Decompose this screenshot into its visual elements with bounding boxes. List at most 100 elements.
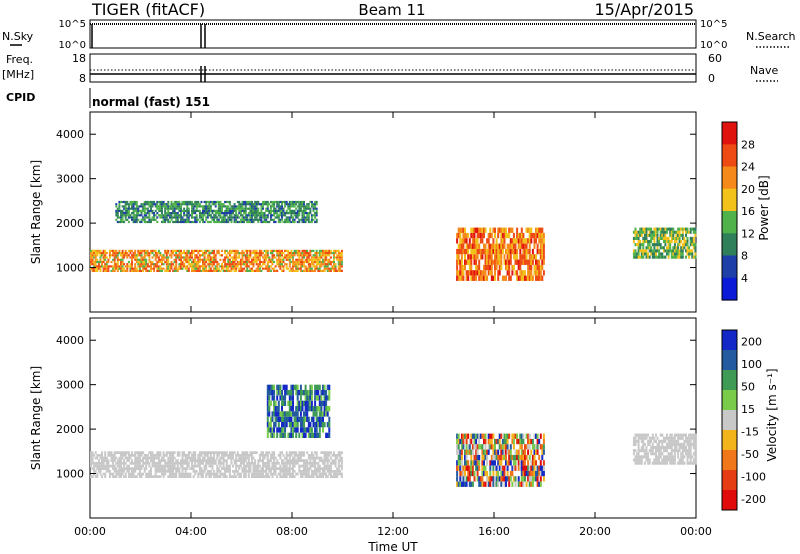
heatmap-cell [172,464,175,468]
heatmap-cell [691,236,694,240]
heatmap-cell [460,470,463,477]
heatmap-cell [216,454,219,457]
heatmap-cell [254,475,257,478]
heatmap-cell [255,207,258,210]
heatmap-cell [123,207,126,210]
heatmap-cell [168,462,171,465]
heatmap-cell [252,218,255,221]
heatmap-cell [208,205,211,208]
heatmap-cell [232,456,234,460]
heatmap-cell [154,249,157,252]
heatmap-cell [265,267,268,270]
power-colorbar-label: Power [dB] [757,175,771,240]
heatmap-cell [99,454,102,457]
heatmap-cell [462,481,465,487]
heatmap-cell [110,464,113,468]
heatmap-cell [214,214,217,217]
heatmap-cell [323,462,326,465]
heatmap-cell [661,461,664,465]
heatmap-cell [247,459,250,462]
heatmap-cell [192,260,195,264]
heatmap-cell [318,395,321,401]
heatmap-cell [340,269,343,272]
heatmap-cell [93,269,96,272]
heatmap-cell [148,218,151,221]
heatmap-cell [271,467,274,470]
heatmap-cell [457,438,460,445]
heatmap-cell [462,238,465,244]
heatmap-cell [161,269,163,272]
heatmap-cell [495,248,498,255]
heatmap-cell [140,475,143,478]
heatmap-cell [235,218,238,221]
heatmap-cell [161,459,163,462]
heatmap-cell [642,446,645,450]
heatmap-cell [301,212,304,215]
heatmap-cell [137,451,140,454]
heatmap-cell [522,259,525,265]
heatmap-cell [243,209,246,212]
heatmap-cell [213,216,216,219]
heatmap-cell [322,427,324,433]
heatmap-cell [156,205,159,208]
heatmap-cell [148,252,151,255]
heatmap-cell [501,227,504,233]
heatmap-cell [329,269,332,272]
heatmap-cell [120,269,122,272]
heatmap-cell [271,249,274,252]
heatmap-cell [281,200,283,204]
heatmap-cell [257,209,260,212]
heatmap-cell [187,252,190,255]
heatmap-cell [314,254,317,257]
heatmap-cell [670,240,673,244]
heatmap-cell [292,265,294,268]
heatmap-cell [470,248,473,255]
heatmap-cell [126,470,129,473]
heatmap-cell [263,464,266,468]
heatmap-cell [225,212,228,215]
heatmap-cell [310,269,313,272]
heatmap-cell [214,205,217,208]
heatmap-cell [217,218,220,221]
heatmap-cell [162,456,165,460]
heatmap-cell [178,256,181,259]
heatmap-cell [487,481,490,487]
heatmap-cell [180,256,182,259]
heatmap-cell [263,267,266,270]
heatmap-cell [148,265,151,268]
heatmap-cell [197,252,200,255]
heatmap-cell [339,258,342,261]
heatmap-cell [224,472,227,476]
heatmap-cell [257,462,260,465]
heatmap-cell [317,384,320,390]
heatmap-cell [254,205,257,208]
heatmap-cell [669,461,672,465]
heatmap-cell [110,454,113,457]
heatmap-cell [642,243,645,247]
heatmap-cell [315,462,318,465]
heatmap-cell [651,255,654,259]
heatmap-cell [310,451,313,454]
heatmap-cell [222,269,225,272]
heatmap-cell [192,267,195,270]
heatmap-cell [138,269,141,272]
heatmap-cell [320,406,323,412]
heatmap-cell [309,454,312,457]
heatmap-cell [180,218,182,221]
heatmap-cell [277,422,280,428]
heatmap-cell [153,203,156,206]
heatmap-cell [536,275,539,281]
heatmap-cell [299,265,302,268]
heatmap-cell [334,454,337,457]
heatmap-cell [227,464,230,468]
heatmap-cell [164,252,167,255]
heatmap-cell [206,205,209,208]
heatmap-cell [326,462,329,465]
heatmap-cell [186,256,189,259]
heatmap-cell [211,472,214,476]
heatmap-cell [247,200,250,204]
heatmap-cell [284,200,287,204]
heatmap-cell [295,269,298,272]
heatmap-cell [298,256,301,259]
heatmap-cell [146,454,149,457]
